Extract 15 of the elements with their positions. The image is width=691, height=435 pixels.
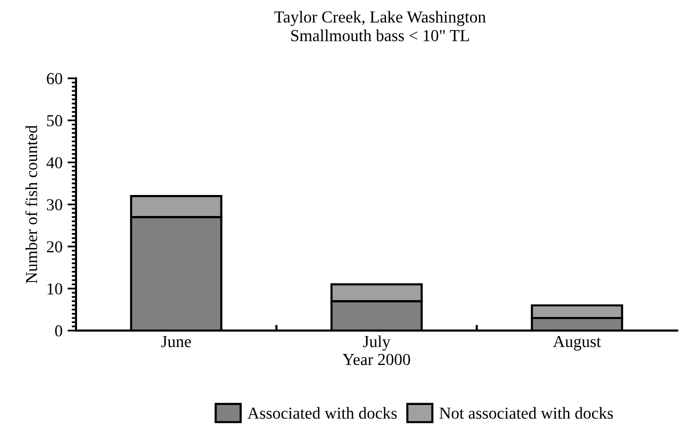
y-tick-label: 30	[46, 199, 62, 210]
x-tick-label: June	[161, 336, 191, 348]
x-axis-title: Year 2000	[342, 354, 410, 366]
y-tick-label: 50	[47, 115, 62, 126]
x-tick-label: August	[553, 336, 601, 351]
legend-label: Associated with docks	[248, 407, 397, 419]
chart-title: Taylor Creek, Lake Washington Smallmouth bass < 10" TL	[274, 10, 486, 42]
x-tick-label: July	[363, 335, 390, 351]
y-tick-label: 20	[46, 241, 62, 252]
y-axis-title: Number of fish counted	[25, 125, 38, 284]
legend-label: Not associated with docks	[439, 407, 613, 419]
y-tick-label: 60	[46, 73, 62, 84]
y-tick-label: 40	[46, 157, 62, 168]
y-tick-label: 10	[48, 283, 62, 294]
y-tick-label: 0	[55, 325, 62, 337]
